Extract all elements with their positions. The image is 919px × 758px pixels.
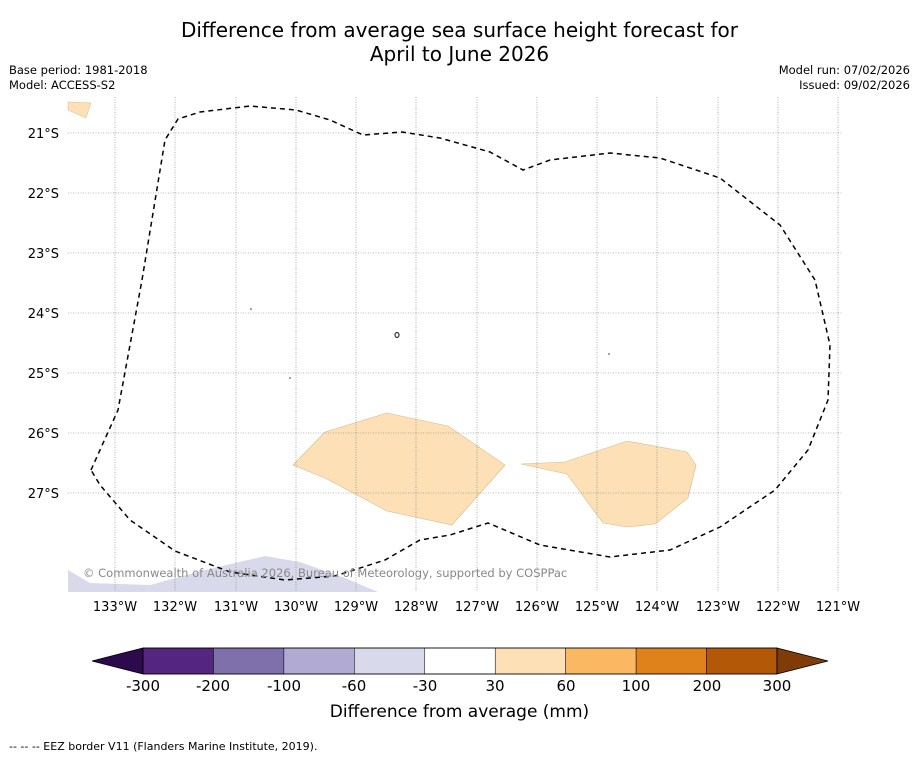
- lat-label: 24°S: [28, 307, 59, 322]
- lat-label: 27°S: [28, 487, 59, 502]
- lon-label: 128°W: [394, 600, 438, 615]
- title-line-2: April to June 2026: [369, 42, 550, 66]
- lat-label: 23°S: [28, 247, 59, 262]
- colorbar-bin: [354, 647, 426, 675]
- colorbar-bin: [635, 647, 707, 675]
- colorbar-tick-label: 60: [556, 677, 576, 695]
- colorbar-tick-label: 100: [621, 677, 651, 695]
- grid-lines: [68, 97, 843, 592]
- colorbar-tick-label: -300: [125, 677, 161, 695]
- lon-label: 130°W: [274, 600, 318, 615]
- anomaly-patch-top-left: [67, 101, 92, 119]
- lat-label: 25°S: [28, 367, 59, 382]
- colorbar-tick-label: 200: [692, 677, 722, 695]
- model-run: Model run: 07/02/2026: [778, 63, 910, 77]
- title-line-1: Difference from average sea surface heig…: [180, 18, 739, 42]
- copyright-notice: © Commonwealth of Australia 2026, Bureau…: [83, 566, 567, 580]
- anomaly-patch-negative-south: [68, 556, 378, 592]
- colorbar-bin: [213, 647, 285, 675]
- colorbar-bin: [424, 647, 496, 675]
- colorbar-bins: [142, 647, 778, 675]
- lon-label: 123°W: [696, 600, 740, 615]
- colorbar-tick-label: -60: [341, 677, 367, 695]
- lon-label: 121°W: [816, 600, 860, 615]
- colorbar-tick-label: -30: [412, 677, 438, 695]
- lat-label: 26°S: [28, 427, 59, 442]
- island-marker: [289, 377, 291, 379]
- lat-label: 22°S: [28, 187, 59, 202]
- colorbar-extend-under: [91, 647, 144, 675]
- meta-right: Model run: 07/02/2026 Issued: 09/02/2026: [779, 63, 910, 93]
- eez-border: [90, 105, 831, 581]
- anomaly-patch-east: [520, 440, 697, 528]
- colorbar-title: Difference from average (mm): [329, 702, 590, 722]
- model-name: Model: ACCESS-S2: [9, 78, 116, 92]
- colorbar: [91, 647, 829, 675]
- lon-label: 127°W: [455, 600, 499, 615]
- colorbar-tick-label: 300: [762, 677, 792, 695]
- colorbar-bin: [706, 647, 778, 675]
- island-marker: [394, 331, 400, 339]
- lon-label: 126°W: [515, 600, 559, 615]
- anomaly-patch-central: [292, 412, 506, 526]
- base-period: Base period: 1981-2018: [9, 63, 148, 77]
- lon-label: 132°W: [153, 600, 197, 615]
- island-marker: [608, 353, 610, 355]
- colorbar-tick-label: -100: [266, 677, 302, 695]
- colorbar-bin: [283, 647, 355, 675]
- lon-label: 125°W: [575, 600, 619, 615]
- eez-legend-note: -- -- -- EEZ border V11 (Flanders Marine…: [9, 740, 318, 753]
- lon-label: 133°W: [93, 600, 137, 615]
- colorbar-bin: [494, 647, 566, 675]
- lon-label: 124°W: [635, 600, 679, 615]
- lon-label: 129°W: [334, 600, 378, 615]
- colorbar-extend-over: [776, 647, 829, 675]
- map-panel: 21°S 22°S 23°S 24°S 25°S 26°S 27°S 133°W…: [28, 97, 860, 615]
- latitude-axis: 21°S 22°S 23°S 24°S 25°S 26°S 27°S: [28, 127, 59, 502]
- colorbar-tick-label: -200: [195, 677, 231, 695]
- issued-date: Issued: 09/02/2026: [799, 78, 910, 92]
- colorbar-tick-label: 30: [485, 677, 505, 695]
- island-marker: [250, 308, 252, 310]
- meta-left: Base period: 1981-2018 Model: ACCESS-S2: [9, 63, 148, 93]
- chart-title: Difference from average sea surface heig…: [0, 18, 919, 66]
- lat-label: 21°S: [28, 127, 59, 142]
- colorbar-bin: [565, 647, 637, 675]
- colorbar-outline: [142, 647, 778, 675]
- longitude-axis: 133°W 132°W 131°W 130°W 129°W 128°W 127°…: [93, 600, 860, 615]
- colorbar-bin: [142, 647, 214, 675]
- lon-label: 131°W: [214, 600, 258, 615]
- lon-label: 122°W: [756, 600, 800, 615]
